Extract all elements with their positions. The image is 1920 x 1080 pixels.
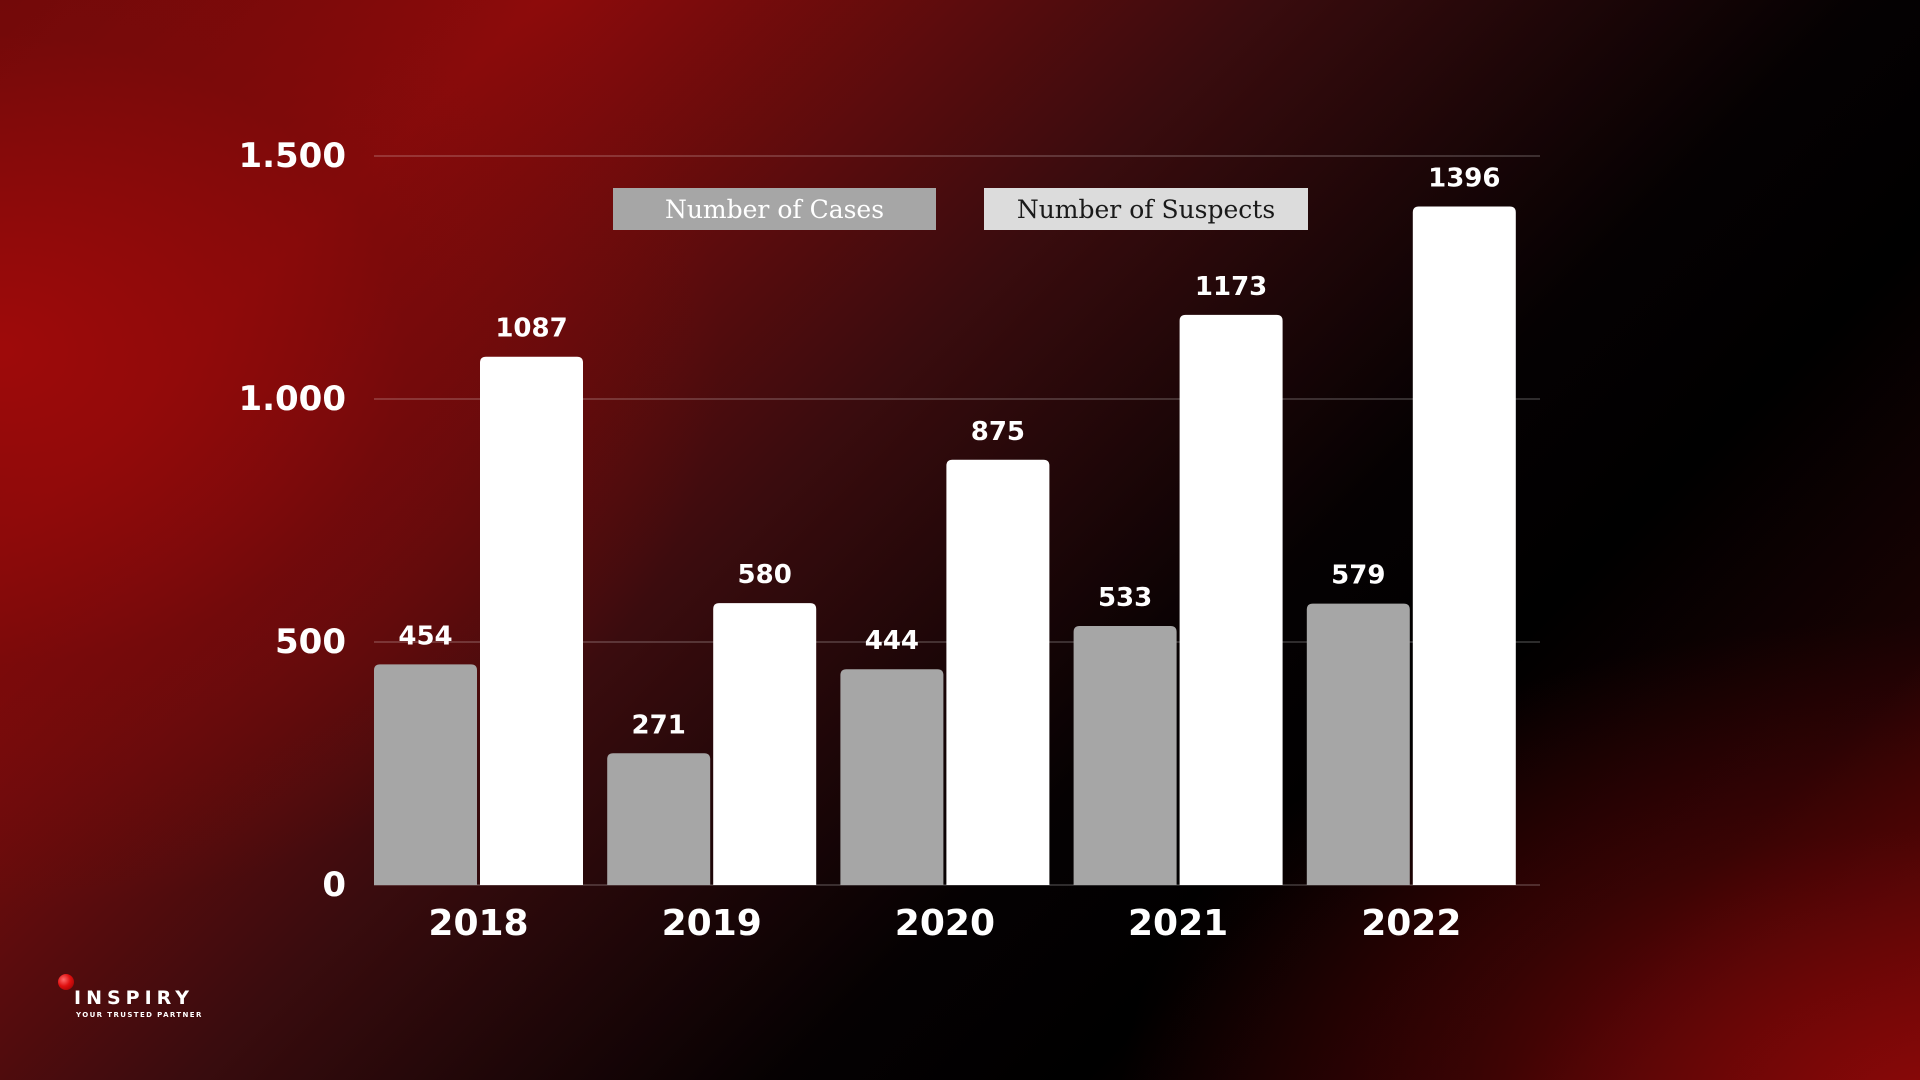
- bar-cases-2021: [1073, 625, 1177, 885]
- logo-tagline: YOUR TRUSTED PARTNER: [76, 1011, 203, 1019]
- data-label-suspects-2021: 1173: [1195, 272, 1267, 302]
- logo-wordmark: INSPIRY: [74, 987, 194, 1009]
- y-axis-ticks: 0 500 1.000 1.500: [238, 136, 346, 905]
- data-label-cases-2019: 271: [632, 710, 686, 740]
- data-labels: 454 1087 271 580 444 875 533 1173 579 1396: [398, 164, 1500, 741]
- bar-suspects-2021: [1179, 314, 1283, 885]
- data-label-cases-2020: 444: [865, 626, 919, 656]
- bar-cases-2020: [840, 669, 944, 885]
- x-axis-ticks: 2018 2019 2020 2021 2022: [428, 903, 1461, 944]
- data-label-cases-2018: 454: [398, 621, 452, 651]
- logo-ball-icon: [58, 974, 74, 990]
- bar-cases-2019: [607, 753, 711, 885]
- data-label-cases-2022: 579: [1331, 561, 1385, 591]
- bar-cases-2022: [1306, 603, 1410, 885]
- data-label-suspects-2018: 1087: [495, 314, 567, 344]
- y-tick-label: 1.500: [238, 136, 346, 176]
- inspiry-logo: INSPIRY YOUR TRUSTED PARTNER: [58, 974, 208, 1024]
- x-tick-label: 2018: [428, 903, 528, 944]
- data-label-cases-2021: 533: [1098, 583, 1152, 613]
- legend-label-suspects: Number of Suspects: [1016, 194, 1276, 224]
- x-tick-label: 2019: [662, 903, 762, 944]
- x-tick-label: 2020: [895, 903, 995, 944]
- y-tick-label: 500: [275, 622, 346, 662]
- bar-suspects-2019: [713, 603, 817, 885]
- x-tick-label: 2021: [1128, 903, 1228, 944]
- bars: [374, 206, 1516, 885]
- data-label-suspects-2020: 875: [971, 417, 1025, 447]
- y-tick-label: 0: [322, 865, 346, 905]
- bar-cases-2018: [374, 664, 477, 885]
- data-label-suspects-2019: 580: [738, 560, 792, 590]
- y-tick-label: 1.000: [238, 379, 346, 419]
- x-tick-label: 2022: [1361, 903, 1461, 944]
- legend-item-cases: Number of Cases: [613, 188, 936, 230]
- legend-item-suspects: Number of Suspects: [984, 188, 1308, 230]
- bar-suspects-2018: [480, 356, 583, 885]
- bar-suspects-2022: [1412, 206, 1516, 885]
- bar-suspects-2020: [946, 459, 1050, 885]
- legend-label-cases: Number of Cases: [664, 194, 885, 224]
- data-label-suspects-2022: 1396: [1428, 164, 1500, 194]
